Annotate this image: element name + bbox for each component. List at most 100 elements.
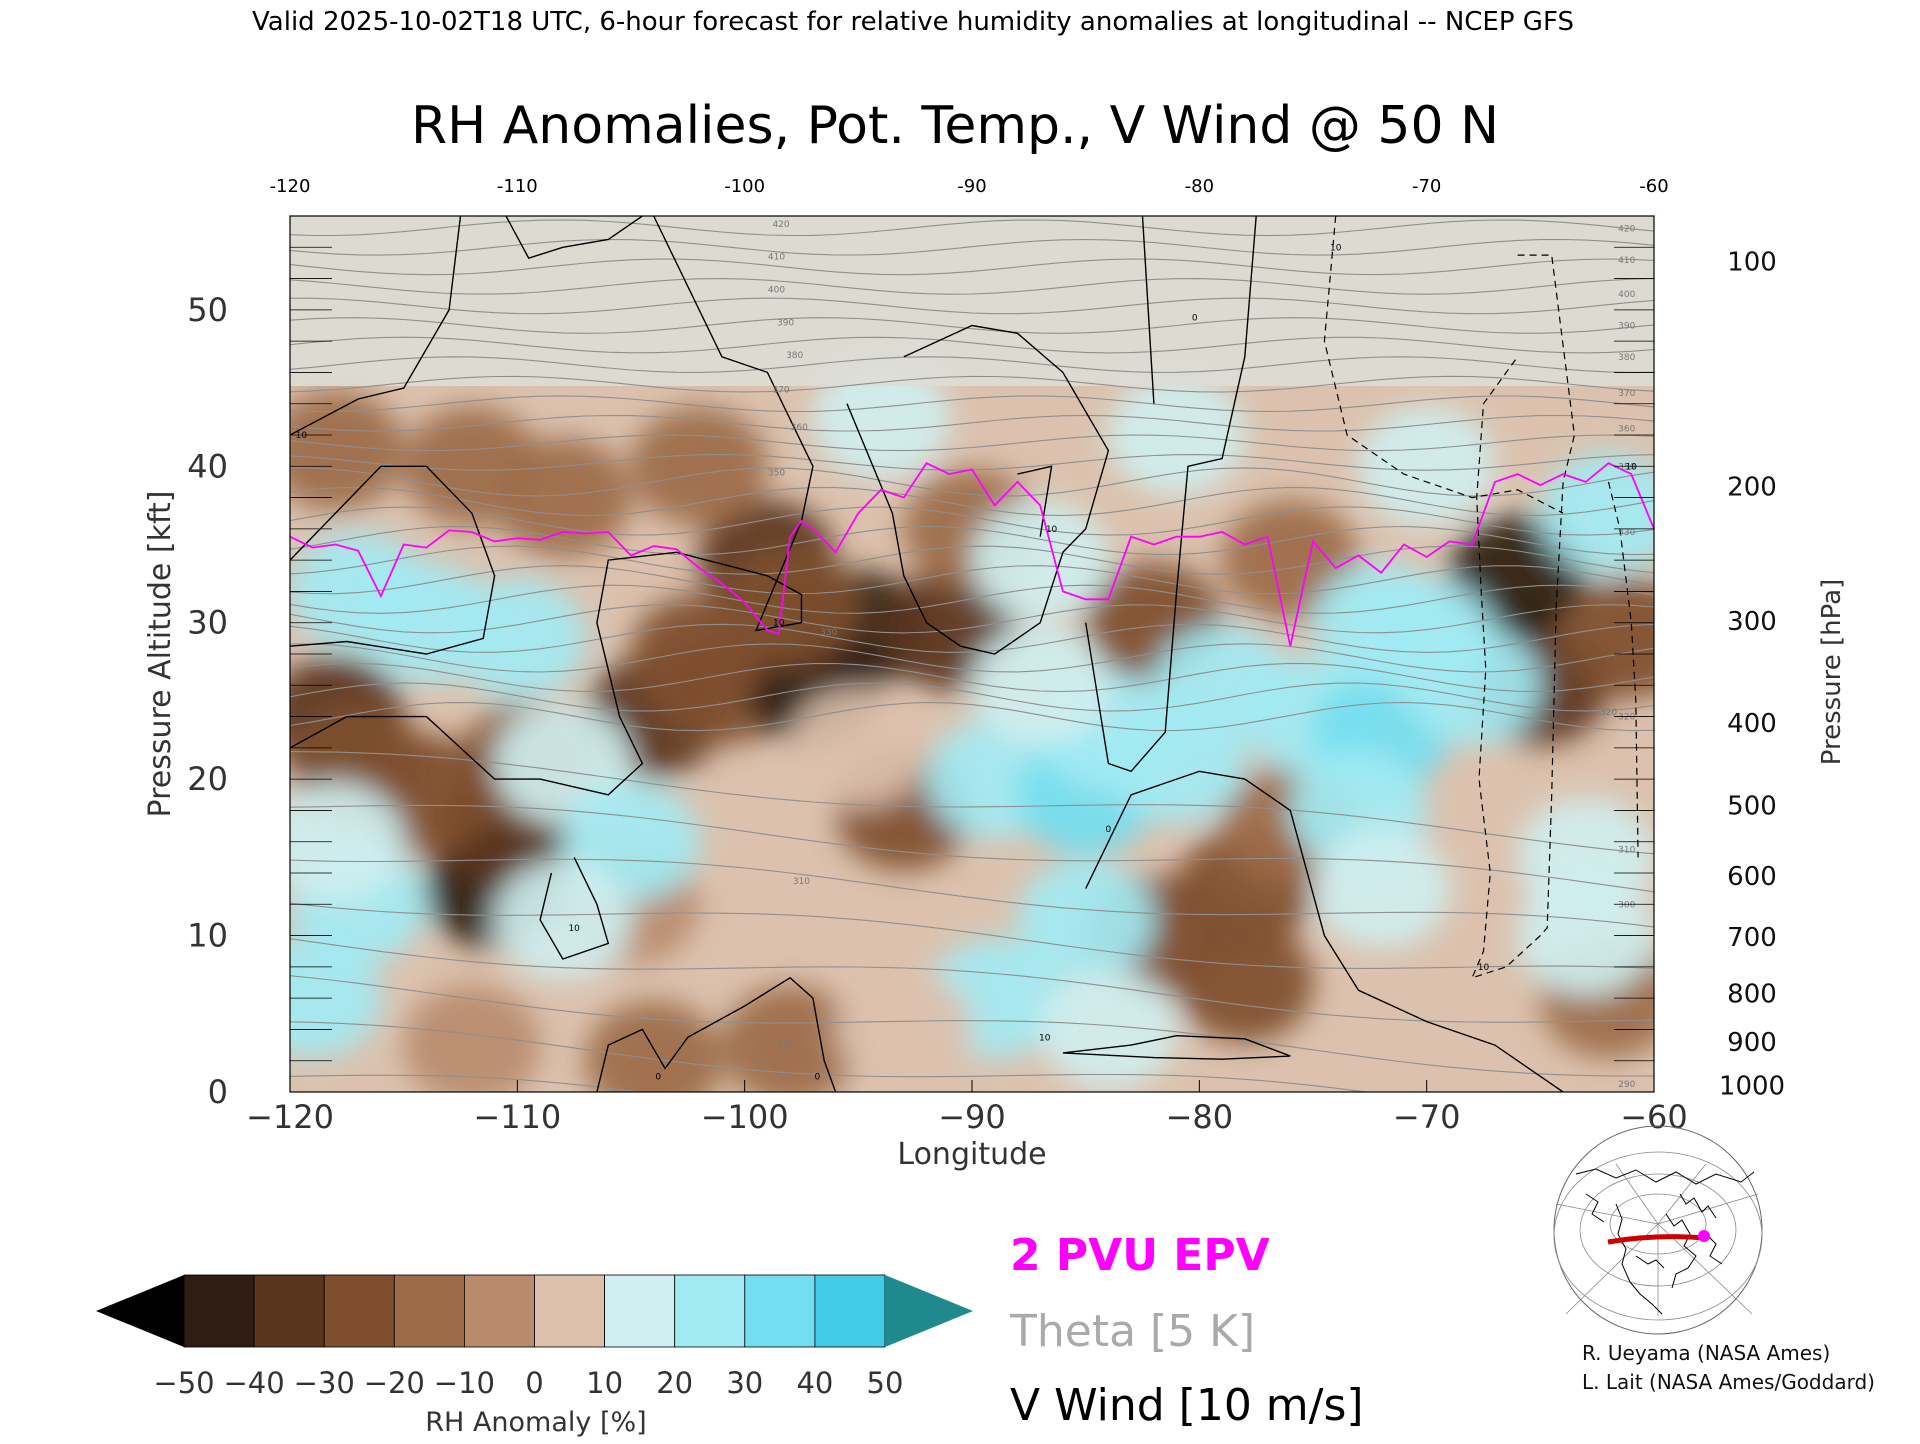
pressure-tick-label-500: 500 [1727, 792, 1777, 822]
vwind-contour-10 [1085, 770, 1564, 1092]
vwind-label-8: 0 [815, 1072, 821, 1082]
y-tick-label-0: 0 [208, 1073, 228, 1111]
colorbar-segment-1 [253, 1274, 325, 1348]
rh-anomaly-cell-65 [971, 500, 1110, 621]
x-top-tick-label-4: -80 [1185, 176, 1214, 197]
x-tick-label-2: −100 [701, 1098, 789, 1136]
rh-anomaly-cell-36 [290, 938, 382, 1059]
colorbar-tick-5: 0 [525, 1366, 543, 1400]
vwind-dashed-contour-0 [1323, 216, 1564, 514]
theta-contour-29 [290, 297, 1654, 315]
theta-contour-26 [290, 356, 1654, 373]
theta-contour-2 [290, 975, 1654, 1077]
x-tick-label-3: −90 [938, 1098, 1006, 1136]
colorbar-label: RH Anomaly [%] [425, 1407, 646, 1438]
vwind-contour-3 [290, 465, 496, 655]
colorbar-segment-8 [744, 1274, 816, 1348]
y-tick-label-5: 50 [187, 291, 228, 329]
theta-label-350: 350 [768, 469, 785, 479]
pressure-tick-label-400: 400 [1727, 709, 1777, 739]
x-tick-label-4: −80 [1166, 1098, 1234, 1136]
theta-contour-5 [290, 858, 1654, 928]
rh-anomaly-cell-34 [493, 437, 632, 558]
legend-vwind: V Wind [10 m/s] [1010, 1380, 1364, 1431]
epv-2pvu-line [290, 462, 1654, 647]
pressure-tick-label-100: 100 [1727, 247, 1777, 277]
rh-anomaly-cell-66 [971, 625, 1110, 746]
rh-anomaly-cell-55 [1312, 828, 1451, 949]
colorbar-tick-6: 10 [586, 1366, 623, 1400]
vwind-label-9: 0 [655, 1072, 661, 1082]
vwind-contour-1 [505, 216, 644, 260]
theta-right-label-370: 370 [1618, 389, 1635, 399]
rh-anomaly-cell-27 [721, 985, 860, 1092]
theta-contour-10 [290, 662, 1654, 693]
theta-label-370: 370 [772, 386, 789, 396]
rh-anomaly-cell-44 [493, 859, 632, 980]
theta-contour-23 [290, 414, 1654, 432]
pressure-tick-label-300: 300 [1727, 607, 1777, 637]
colorbar-segment-9 [814, 1274, 886, 1348]
theta-contours [290, 219, 1654, 1092]
rh-anomaly-cell-28 [584, 1000, 723, 1092]
y-tick-label-3: 30 [187, 604, 228, 642]
vwind-contour-0 [290, 216, 462, 436]
colorbar-tick-9: 40 [796, 1366, 833, 1400]
theta-contour-31 [290, 258, 1654, 276]
vwind-label-7: 0 [1192, 314, 1198, 324]
theta-right-label-360: 360 [1618, 425, 1635, 435]
pressure-tick-label-1000: 1000 [1719, 1072, 1785, 1102]
rh-anomaly-cell-64 [812, 359, 951, 480]
contour-labels: 420 410 400 390 380 370 360 350 330 320 310 300 420 4… [296, 220, 1638, 1090]
pressure-axis-label: Pressure [hPa] [1817, 579, 1847, 766]
theta-right-label-420: 420 [1618, 225, 1635, 235]
theta-contour-28 [290, 317, 1654, 334]
x-top-tick-label-5: -70 [1412, 176, 1441, 197]
colorbar-under-arrow [96, 1275, 184, 1347]
y-axis-tick-labels: 0 10 20 30 40 50 [187, 291, 228, 1111]
rh-anomaly-cell-38 [290, 781, 405, 902]
map-cross-section-50n [1607, 1234, 1705, 1245]
colorbar-tick-0: −50 [153, 1366, 214, 1400]
legend-epv: 2 PVU EPV [1010, 1230, 1270, 1281]
pressure-axis-tick-labels: 1000 900 800 700 600 500 400 300 200 100 [1719, 247, 1785, 1101]
theta-right-label-330: 330 [1618, 528, 1635, 538]
vwind-contour-5 [596, 976, 837, 1092]
theta-right-label-300: 300 [1618, 900, 1635, 910]
pressure-tick-label-600: 600 [1727, 862, 1777, 892]
x-tick-label-1: −110 [473, 1098, 561, 1136]
pressure-tick-label-800: 800 [1727, 979, 1777, 1009]
vwind-label-6: 10 [1478, 963, 1490, 973]
theta-label-400: 400 [768, 286, 785, 296]
colorbar-tick-1: −40 [223, 1366, 284, 1400]
theta-right-label-320: 320 [1618, 713, 1635, 723]
rh-anomaly-cell-59 [1357, 406, 1496, 527]
theta-label-380: 380 [786, 351, 803, 361]
colorbar-segment-6 [604, 1274, 676, 1348]
theta-right-label-390: 390 [1618, 322, 1635, 332]
theta-contour-15 [290, 565, 1654, 595]
upper-stratosphere-band [290, 216, 1654, 386]
rh-anomaly-cell-16 [630, 594, 769, 714]
rh-anomaly-cell-48 [1016, 859, 1155, 980]
theta-contour-4 [290, 902, 1654, 970]
y-tick-label-4: 40 [187, 447, 228, 485]
theta-right-label-380: 380 [1618, 353, 1635, 363]
theta-contour-19 [290, 486, 1654, 517]
theta-label-360: 360 [791, 423, 808, 433]
x-top-tick-label-1: -110 [497, 176, 538, 197]
pressure-level-ticks [290, 246, 1654, 1093]
theta-contour-17 [290, 525, 1654, 556]
theta-contour-27 [290, 336, 1654, 354]
vwind-contour-7 [1017, 465, 1053, 537]
map-frame [1556, 1164, 1758, 1316]
theta-label-330: 330 [820, 628, 837, 638]
theta-contour-1 [290, 1021, 1370, 1092]
rh-anomaly-cell-19 [1562, 578, 1654, 699]
vwind-contour-8 [1085, 216, 1257, 773]
theta-contour-6 [290, 804, 1654, 893]
theta-contour-22 [290, 434, 1654, 452]
x-tick-label-5: −70 [1393, 1098, 1461, 1136]
chart-title: RH Anomalies, Pot. Temp., V Wind @ 50 N [411, 96, 1499, 156]
